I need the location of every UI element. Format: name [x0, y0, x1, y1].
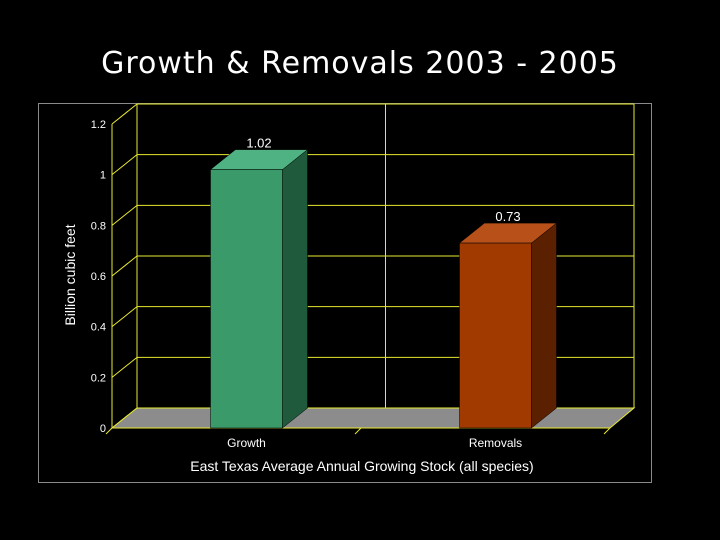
slide-title: Growth & Removals 2003 - 2005 — [101, 46, 619, 81]
x-tick-label: Removals — [469, 436, 522, 450]
gridline-depth — [111, 306, 138, 328]
x-tick — [105, 427, 113, 435]
data-label: 1.02 — [246, 136, 271, 151]
bars-layer — [209, 149, 558, 429]
bar-front-face — [459, 242, 532, 429]
y-tick-label: 1 — [100, 170, 106, 182]
y-tick-label: 0 — [100, 423, 106, 435]
x-tick-label: Growth — [227, 436, 266, 450]
y-tick-label: 0.8 — [91, 220, 106, 232]
x-tick — [603, 427, 611, 435]
y-axis-title: Billion cubic feet — [62, 224, 78, 325]
bar-growth — [209, 149, 309, 429]
bar-side-face — [531, 222, 557, 429]
bar-removals — [458, 222, 558, 429]
chart-floor — [105, 407, 636, 435]
bar-front-face — [210, 169, 283, 429]
y-tick-label: 0.2 — [91, 372, 106, 384]
x-axis-title: East Texas Average Annual Growing Stock … — [190, 458, 533, 474]
gridline-depth — [111, 204, 138, 226]
x-tick — [354, 427, 362, 435]
y-tick-label: 1.2 — [91, 119, 106, 131]
gridline-depth — [111, 255, 138, 277]
gridline-depth — [111, 356, 138, 378]
y-tick-label: 0.6 — [91, 271, 106, 283]
gridline-depth — [111, 103, 138, 125]
labels-layer: 0 0.2 0.4 0.6 0.8 1 1.2 1.02 Growth 0.73 Removals — [91, 119, 522, 450]
chart-floor-plane — [110, 407, 636, 429]
bar-side-face — [282, 149, 308, 429]
y-tick-label: 0.4 — [91, 322, 106, 334]
data-label: 0.73 — [495, 209, 520, 224]
gridline-depth — [111, 154, 138, 176]
